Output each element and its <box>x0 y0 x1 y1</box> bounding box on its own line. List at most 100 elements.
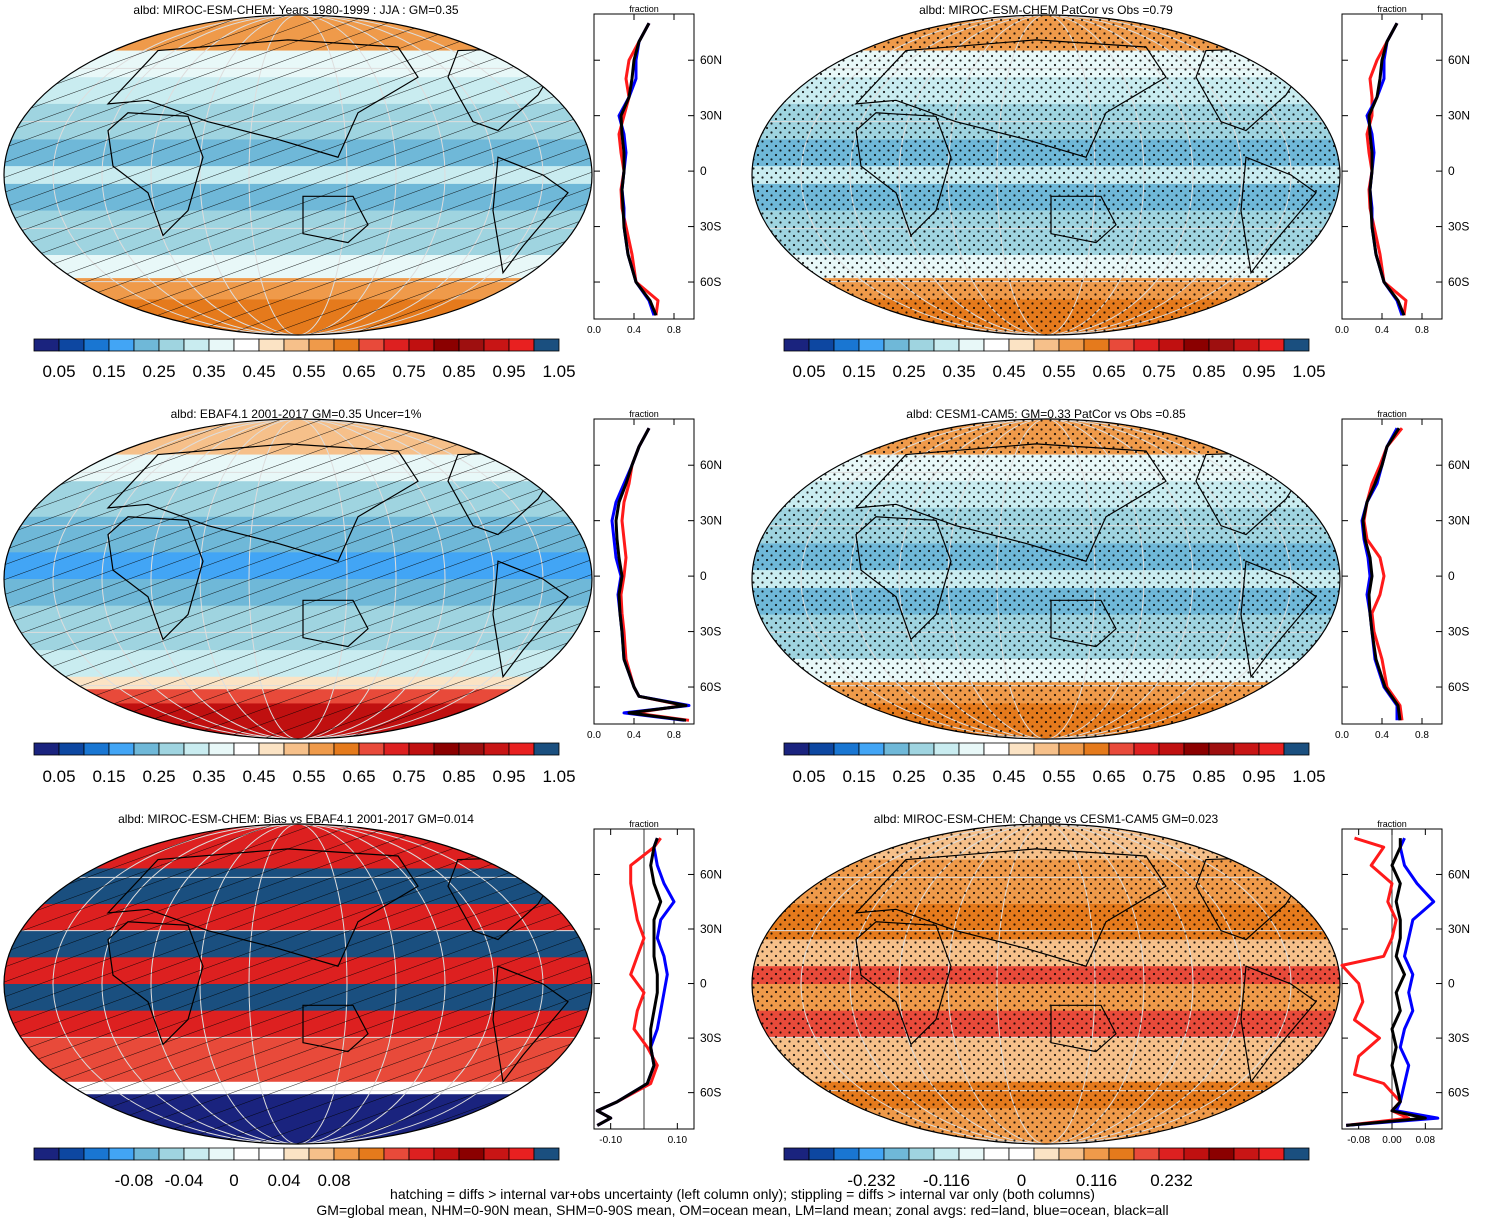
colorbar-tick-label: 0.05 <box>42 767 76 786</box>
zonal-x-label: fraction <box>1377 409 1407 419</box>
colorbar-swatch <box>1208 1147 1235 1161</box>
world-map <box>751 14 1341 336</box>
colorbar-swatch <box>808 742 835 756</box>
colorbar-swatch <box>1108 742 1135 756</box>
colorbar-swatch <box>1283 742 1310 756</box>
colorbar-tick-label: 0.25 <box>892 767 926 786</box>
colorbar-swatch <box>283 1147 310 1161</box>
colorbar-swatch <box>1183 742 1210 756</box>
colorbar-swatch <box>283 338 310 352</box>
zonal-x-tick: 0.0 <box>587 730 601 741</box>
colorbar-tick-label: 0.75 <box>392 362 426 381</box>
colorbar-tick-label: 0.232 <box>1150 1171 1193 1190</box>
colorbar-tick-label: 0.95 <box>492 767 526 786</box>
zonal-y-tick: 60N <box>700 53 722 67</box>
colorbar-swatch <box>1008 338 1035 352</box>
colorbar-swatch <box>408 338 435 352</box>
colorbar-tick-label: 0.35 <box>942 767 976 786</box>
zonal-y-tick: 30N <box>700 922 722 936</box>
colorbar-swatch <box>158 338 185 352</box>
colorbar-tick-label: 0.05 <box>792 767 826 786</box>
zonal-x-tick: 0.0 <box>1335 730 1349 741</box>
colorbar-swatch <box>208 338 235 352</box>
colorbar-swatch <box>258 338 285 352</box>
zonal-y-tick: 60S <box>700 680 721 694</box>
colorbar-tick-label: 0.55 <box>1042 362 1076 381</box>
colorbar-swatch <box>233 1147 260 1161</box>
colorbar-swatch <box>83 1147 110 1161</box>
map-title: albd: MIROC-ESM-CHEM: Change vs CESM1-CA… <box>873 812 1219 826</box>
colorbar-tick-label: 0.25 <box>142 767 176 786</box>
zonal-x-tick: 0.8 <box>1415 730 1429 741</box>
zonal-x-label: fraction <box>1377 4 1407 14</box>
zonal-x-tick: 0.4 <box>1375 325 1389 336</box>
colorbar-swatch <box>208 742 235 756</box>
colorbar-tick-label: 0.116 <box>1075 1171 1118 1190</box>
zonal-mean-plot: fraction 0.0 0.4 0.8 60N 30N 0 30S 60S <box>587 409 722 741</box>
colorbar-swatch <box>1158 1147 1185 1161</box>
colorbar-swatch <box>883 742 910 756</box>
colorbar-swatch <box>1058 338 1085 352</box>
colorbar-swatch <box>108 1147 135 1161</box>
colorbar-swatch <box>483 338 510 352</box>
colorbar-tick-label: 1.05 <box>542 362 576 381</box>
colorbar-swatch <box>1033 1147 1060 1161</box>
colorbar-swatch <box>33 742 60 756</box>
colorbar <box>783 742 1310 756</box>
world-map <box>3 823 593 1145</box>
colorbar-swatch <box>508 338 535 352</box>
colorbar-swatch <box>508 742 535 756</box>
zonal-y-tick: 0 <box>1448 569 1455 583</box>
colorbar-swatch <box>433 338 460 352</box>
colorbar-swatch <box>883 1147 910 1161</box>
colorbar-swatch <box>533 338 560 352</box>
colorbar-swatch <box>1258 742 1285 756</box>
zonal-series-land <box>1362 427 1404 721</box>
colorbar-tick-label: 0.45 <box>242 767 276 786</box>
zonal-series-all <box>619 22 658 316</box>
zonal-x-tick: 0.8 <box>667 730 681 741</box>
zonal-x-tick: 0.4 <box>1375 730 1389 741</box>
colorbar-swatch <box>808 338 835 352</box>
colorbar-swatch <box>1233 742 1260 756</box>
colorbar-swatch <box>158 1147 185 1161</box>
zonal-x-tick: 0.8 <box>1415 325 1429 336</box>
colorbar-swatch <box>933 338 960 352</box>
colorbar-tick-label: 0.35 <box>192 362 226 381</box>
colorbar-swatch <box>358 742 385 756</box>
zonal-series-all <box>595 837 663 1127</box>
colorbar-swatch <box>1258 1147 1285 1161</box>
zonal-series-land <box>1340 836 1411 1127</box>
colorbar-tick-label: -0.04 <box>164 1171 204 1190</box>
colorbar-tick-label: 0.05 <box>792 362 826 381</box>
map-title: albd: MIROC-ESM-CHEM: Bias vs EBAF4.1 20… <box>118 812 474 826</box>
zonal-y-tick: 0 <box>700 977 707 991</box>
colorbar-tick-label: 0.15 <box>92 362 126 381</box>
colorbar-swatch <box>108 742 135 756</box>
world-map <box>751 418 1341 740</box>
colorbar-swatch <box>1183 1147 1210 1161</box>
colorbar-swatch <box>133 742 160 756</box>
map-title: albd: CESM1-CAM5: GM=0.33 PatCor vs Obs … <box>906 407 1186 421</box>
world-map <box>751 823 1341 1145</box>
colorbar-tick-label: 0.15 <box>92 767 126 786</box>
colorbar-swatch <box>1133 742 1160 756</box>
colorbar-swatch <box>1258 338 1285 352</box>
colorbar-swatch <box>1033 338 1060 352</box>
colorbar-swatch <box>1008 742 1035 756</box>
colorbar-swatch <box>1133 338 1160 352</box>
colorbar-swatch <box>308 742 335 756</box>
colorbar-swatch <box>1033 742 1060 756</box>
colorbar-tick-label: 1.05 <box>1292 767 1326 786</box>
colorbar-swatch <box>1283 338 1310 352</box>
colorbar-swatch <box>308 338 335 352</box>
zonal-series-all <box>1361 427 1402 721</box>
zonal-y-tick: 30N <box>1448 922 1470 936</box>
colorbar-tick-label: 0.95 <box>492 362 526 381</box>
colorbar-swatch <box>783 338 810 352</box>
zonal-mean-plot: fraction -0.08 0.00 0.08 60N 30N 0 30S 60S <box>1340 819 1470 1146</box>
zonal-y-tick: 60S <box>700 275 721 289</box>
colorbar-swatch <box>1208 742 1235 756</box>
colorbar-swatch <box>933 1147 960 1161</box>
colorbar-tick-label: 1.05 <box>542 767 576 786</box>
